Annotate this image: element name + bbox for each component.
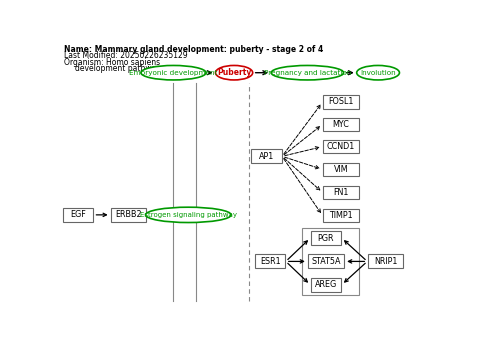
Ellipse shape [141,66,206,80]
Text: NRIP1: NRIP1 [374,257,397,266]
FancyBboxPatch shape [308,254,344,268]
Text: AREG: AREG [315,280,337,289]
Text: FOSL1: FOSL1 [328,97,354,106]
Text: Involution: Involution [360,70,396,76]
FancyBboxPatch shape [111,208,146,222]
Ellipse shape [357,66,399,80]
FancyBboxPatch shape [323,186,359,199]
Text: TIMP1: TIMP1 [329,211,353,220]
Text: EGF: EGF [70,210,86,219]
FancyBboxPatch shape [311,231,341,245]
FancyBboxPatch shape [62,208,93,222]
Text: ERBB2: ERBB2 [116,210,142,219]
Text: MYC: MYC [333,120,349,129]
Text: Puberty: Puberty [217,68,252,77]
Text: Pregnancy and lactation: Pregnancy and lactation [264,70,351,76]
FancyBboxPatch shape [311,278,341,292]
Text: PGR: PGR [318,233,334,243]
Text: Estrogen signaling pathway: Estrogen signaling pathway [140,212,237,218]
FancyBboxPatch shape [323,163,359,176]
FancyBboxPatch shape [251,150,282,163]
Ellipse shape [216,66,252,80]
Ellipse shape [145,207,231,223]
FancyBboxPatch shape [255,254,286,268]
FancyBboxPatch shape [368,254,403,268]
Text: VIM: VIM [334,165,348,174]
Text: CCND1: CCND1 [327,142,355,151]
Text: STAT5A: STAT5A [311,257,341,266]
FancyBboxPatch shape [323,95,359,109]
Text: Organism: Homo sapiens: Organism: Homo sapiens [64,58,160,67]
Text: Last Modified: 20250226235129: Last Modified: 20250226235129 [64,51,187,60]
Text: AP1: AP1 [259,152,274,161]
FancyBboxPatch shape [323,209,359,222]
Text: development pathway: development pathway [75,64,161,73]
Ellipse shape [271,66,344,80]
FancyBboxPatch shape [323,140,359,153]
Text: FN1: FN1 [333,188,348,197]
Text: Name: Mammary gland development: puberty - stage 2 of 4: Name: Mammary gland development: puberty… [64,45,323,54]
FancyBboxPatch shape [323,118,359,131]
Text: Embryonic development: Embryonic development [129,70,217,76]
Text: ESR1: ESR1 [260,257,280,266]
